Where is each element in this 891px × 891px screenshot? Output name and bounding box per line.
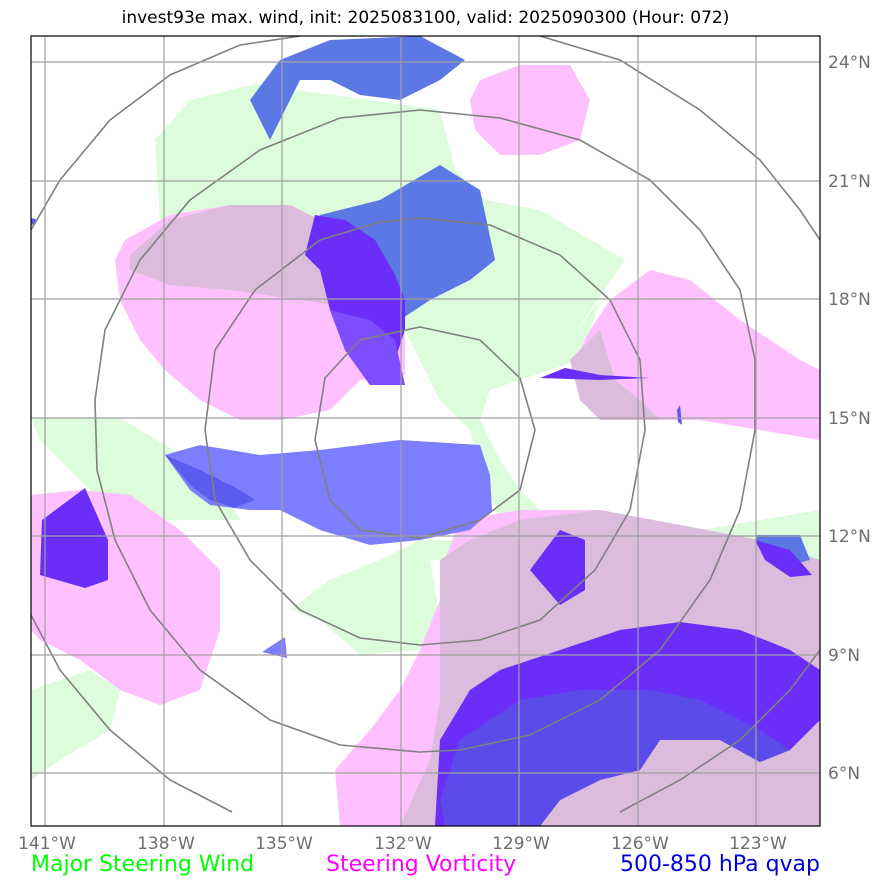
qvap-region-small-south: [262, 637, 287, 658]
lat-label-12n: 12°N: [828, 527, 871, 547]
legend-steering-wind: Major Steering Wind: [31, 852, 254, 877]
lon-label-123w: 123°W: [729, 834, 787, 854]
range-rings: [31, 36, 820, 813]
gridlines: [31, 36, 820, 826]
lon-label-138w: 138°W: [137, 834, 195, 854]
qvap-region-east-strip: [540, 368, 650, 380]
range-ring-3: [94, 109, 756, 753]
lat-label-15n: 15°N: [828, 409, 871, 429]
legend-steering-vorticity: Steering Vorticity: [326, 852, 516, 877]
lon-tick-labels: 141°W 138°W 135°W 132°W 129°W 126°W 123°…: [18, 834, 787, 854]
map-layers: [31, 36, 820, 826]
map-title: invest93e max. wind, init: 2025083100, v…: [121, 8, 730, 28]
wind-region-west: [31, 418, 240, 520]
lat-tick-labels: 24°N 21°N 18°N 15°N 12°N 9°N 6°N: [828, 53, 871, 784]
legend-qvap: 500-850 hPa qvap: [620, 852, 820, 877]
legend-steering-vorticity-label: Steering Vorticity: [326, 852, 517, 877]
qvap-region-center-light: [330, 310, 405, 385]
qvap-region-west: [40, 488, 108, 588]
qvap-region-east-dot: [677, 405, 682, 425]
lon-label-126w: 126°W: [611, 834, 669, 854]
map-frame: [30, 35, 821, 827]
qvap-region-southeast-small: [530, 530, 585, 605]
overlap-region-east: [570, 330, 660, 420]
range-ring-1: [314, 326, 536, 539]
legend-steering-wind-label: Major Steering Wind: [31, 852, 255, 877]
lon-label-141w: 141°W: [18, 834, 76, 854]
vorticity-region-north: [470, 65, 590, 155]
qvap-region-far-east-dark: [755, 540, 812, 577]
wind-region-southwest: [31, 670, 120, 780]
legend-qvap-label: 500-850 hPa qvap: [619, 852, 820, 877]
qvap-region-middle-dark: [165, 455, 255, 508]
lat-label-9n: 9°N: [828, 646, 860, 666]
lon-label-129w: 129°W: [492, 834, 550, 854]
lat-label-21n: 21°N: [828, 172, 871, 192]
lat-label-18n: 18°N: [828, 290, 871, 310]
lon-label-135w: 135°W: [255, 834, 313, 854]
lon-label-132w: 132°W: [374, 834, 432, 854]
range-ring-2: [204, 217, 646, 646]
lat-label-24n: 24°N: [828, 53, 871, 73]
range-ring-4: [31, 36, 820, 813]
qvap-region-south-overlay: [440, 690, 790, 826]
lat-label-6n: 6°N: [828, 764, 860, 784]
